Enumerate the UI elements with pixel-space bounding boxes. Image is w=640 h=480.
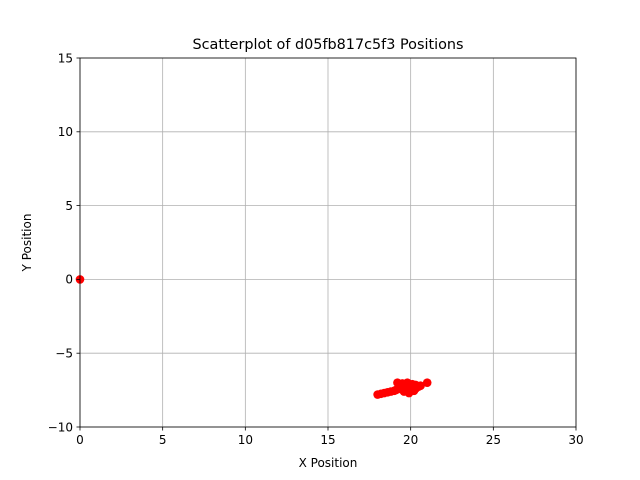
x-tick-label: 10 [238, 433, 253, 447]
x-axis-label: X Position [299, 456, 358, 470]
x-tick-label: 25 [486, 433, 501, 447]
data-point [409, 386, 419, 396]
x-tick-label: 30 [568, 433, 583, 447]
x-tick-label: 20 [403, 433, 418, 447]
axis-ticks: 0 5 10 15 20 25 30 −10 −5 0 5 10 15 [48, 51, 584, 447]
x-tick-label: 15 [320, 433, 335, 447]
y-tick-label: 0 [65, 273, 73, 287]
y-tick-label: 15 [58, 51, 73, 65]
y-tick-label: 10 [58, 125, 73, 139]
data-points [75, 275, 432, 399]
data-point [422, 378, 432, 388]
x-tick-label: 0 [76, 433, 84, 447]
y-tick-label: −5 [55, 347, 73, 361]
y-tick-label: 5 [65, 199, 73, 213]
y-axis-label: Y Position [20, 214, 34, 273]
x-tick-label: 5 [159, 433, 167, 447]
y-tick-label: −10 [48, 420, 73, 434]
data-point [396, 380, 406, 390]
chart-title: Scatterplot of d05fb817c5f3 Positions [192, 37, 463, 53]
